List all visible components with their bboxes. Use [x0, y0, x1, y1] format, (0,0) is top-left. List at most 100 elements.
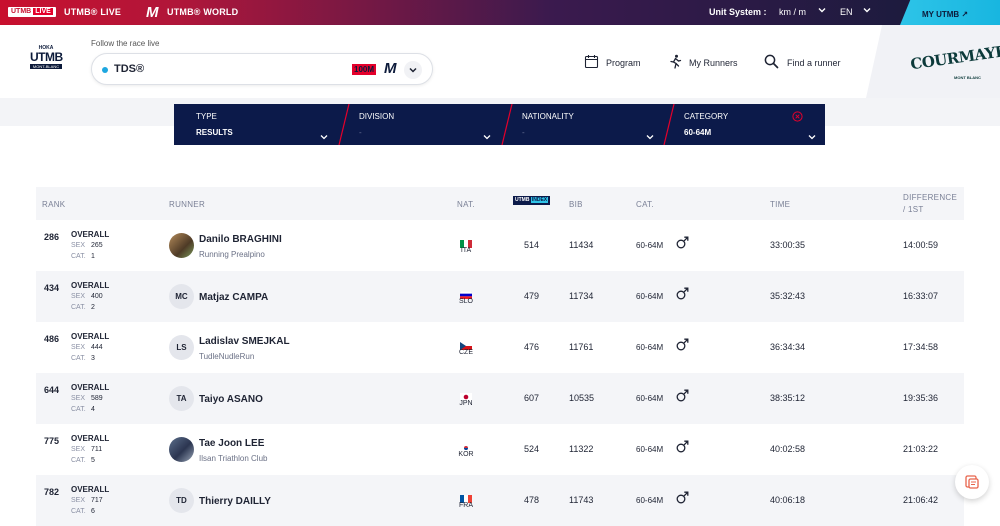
filter-division-chevron-down-icon	[482, 129, 492, 140]
filter-division[interactable]: DIVISION -	[337, 103, 500, 146]
filters-bar: TYPE RESULTS DIVISION - NATIONALITY - CA…	[174, 103, 825, 146]
time-difference: 14:00:59	[903, 240, 939, 250]
nationality: ITA	[460, 247, 472, 254]
nav-find-runner[interactable]: Find a runner	[764, 54, 854, 70]
nav-my-runners[interactable]: My Runners	[668, 54, 748, 70]
utmb-live-badge[interactable]: UTMB LIVE	[8, 7, 56, 17]
partner-name: COURMAYEUR	[909, 38, 1000, 74]
runner-name[interactable]: Danilo BRAGHINI	[199, 234, 282, 245]
rank-overall-label: OVERALL	[71, 434, 110, 443]
rank-category: CAT. 6	[71, 508, 95, 515]
filter-nationality-chevron-down-icon	[645, 129, 655, 140]
utmb-world-logo-icon[interactable]: M	[146, 4, 159, 21]
unit-system-chevron-down-icon[interactable]	[817, 5, 827, 15]
table-row[interactable]: 434 OVERALL SEX 400 CAT. 2 MC Matjaz CAMPA…	[36, 271, 964, 322]
rank-category: CAT. 1	[71, 253, 95, 260]
rank-sex: SEX 717	[71, 497, 103, 504]
language-chevron-down-icon[interactable]	[862, 5, 872, 15]
rank-overall: 644	[44, 385, 60, 395]
rank-sex: SEX 711	[71, 446, 103, 453]
runner-name[interactable]: Ladislav SMEJKAL	[199, 336, 290, 347]
rank-category: CAT. 2	[71, 304, 95, 311]
runner-avatar[interactable]	[169, 437, 194, 462]
clear-filter-close-icon[interactable]	[792, 109, 803, 122]
runner-name[interactable]: Matjaz CAMPA	[199, 292, 269, 303]
runner-avatar[interactable]: LS	[169, 335, 194, 360]
filter-separator	[337, 103, 351, 146]
logo-sub: MONT-BLANC	[30, 64, 62, 69]
runner-name[interactable]: Tae Joon LEE	[199, 438, 265, 449]
runner-avatar[interactable]	[169, 233, 194, 258]
bib-number: 11743	[569, 495, 594, 505]
filter-type[interactable]: TYPE RESULTS	[174, 104, 337, 145]
filter-category[interactable]: CATEGORY 60-64M	[662, 103, 825, 146]
country-flag-icon	[460, 337, 472, 350]
runner-avatar[interactable]: TD	[169, 488, 194, 513]
nationality: CZE	[459, 349, 473, 356]
bib-number: 11734	[569, 291, 594, 301]
utmb-mont-blanc-logo[interactable]: HOKA UTMB MONT-BLANC	[30, 45, 63, 77]
table-row[interactable]: 486 OVERALL SEX 444 CAT. 3 LS Ladislav SME…	[36, 322, 964, 373]
filter-type-chevron-down-icon	[319, 129, 329, 140]
nav-program[interactable]: Program	[584, 54, 654, 70]
utmb-index-value: 607	[524, 393, 540, 403]
finish-time: 36:34:34	[770, 342, 806, 352]
unit-system-value[interactable]: km / m	[779, 7, 806, 17]
time-difference: 16:33:07	[903, 291, 939, 301]
finish-time: 40:02:58	[770, 444, 806, 454]
time-difference: 21:06:42	[903, 495, 939, 505]
header-difference-first: / 1ST	[903, 205, 924, 214]
male-icon	[676, 491, 689, 504]
partner-sub: MONT BLANC	[954, 75, 981, 80]
race-selector-chevron-down-icon[interactable]	[404, 61, 422, 79]
follow-race-label: Follow the race live	[91, 39, 160, 48]
nav-program-label: Program	[606, 58, 641, 68]
rank-overall: 775	[44, 436, 60, 446]
rank-overall: 486	[44, 334, 60, 344]
header: HOKA UTMB MONT-BLANC Follow the race liv…	[0, 25, 1000, 98]
rank-overall: 286	[44, 232, 60, 242]
filter-separator	[662, 103, 676, 146]
country-flag-icon	[459, 286, 473, 300]
feedback-button[interactable]	[955, 465, 989, 499]
bib-number: 10535	[569, 393, 595, 403]
table-row[interactable]: 775 OVERALL SEX 711 CAT. 5 Tae Joon LEE Il…	[36, 424, 964, 475]
country-flag-icon	[460, 490, 472, 503]
race-selector[interactable]: TDS® 100M M	[91, 53, 433, 85]
table-row[interactable]: 782 OVERALL SEX 717 CAT. 6 TD Thierry DAIL…	[36, 475, 964, 526]
header-nat[interactable]: NAT.	[457, 200, 475, 209]
runner-avatar[interactable]: TA	[169, 386, 194, 411]
header-utmb-index-badge[interactable]: UTMB INDEX	[513, 196, 551, 205]
filter-nationality[interactable]: NATIONALITY -	[500, 103, 663, 146]
nationality: FRA	[459, 502, 473, 509]
results-table-header: RANK RUNNER NAT. UTMB INDEX BIB CAT. TIM…	[36, 187, 964, 220]
table-row[interactable]: 286 OVERALL SEX 265 CAT. 1 Danilo BRAGHINI…	[36, 220, 964, 271]
header-runner[interactable]: RUNNER	[169, 200, 206, 209]
header-bib[interactable]: BIB	[569, 200, 583, 209]
country-flag-icon	[460, 235, 472, 248]
nationality: KOR	[458, 451, 474, 458]
table-row[interactable]: 644 OVERALL SEX 589 CAT. 4 TA Taiyo ASANO …	[36, 373, 964, 424]
unit-system-label: Unit System :	[709, 7, 767, 17]
filter-category-value: 60-64M	[684, 128, 712, 137]
rank-category: CAT. 4	[71, 406, 95, 413]
runner-club: Ilsan Triathlon Club	[199, 454, 268, 463]
my-utmb-arrow-icon: ↗	[961, 10, 969, 19]
language-select[interactable]: EN	[840, 7, 853, 17]
rank-overall-label: OVERALL	[71, 383, 110, 392]
header-cat[interactable]: CAT.	[636, 200, 654, 209]
utmb-world-link[interactable]: UTMB® WORLD	[167, 7, 239, 17]
search-icon	[764, 54, 779, 69]
header-time[interactable]: TIME	[770, 200, 791, 209]
header-rank[interactable]: RANK	[42, 200, 66, 209]
runner-name[interactable]: Taiyo ASANO	[199, 394, 263, 405]
partner-courmayeur-logo[interactable]: COURMAYEUR MONT BLANC	[866, 25, 1000, 98]
rank-overall: 782	[44, 487, 60, 497]
runner-name[interactable]: Thierry DAILLY	[199, 496, 271, 507]
time-difference: 19:35:36	[903, 393, 939, 403]
live-dot-icon	[102, 67, 108, 73]
runner-avatar[interactable]: MC	[169, 284, 194, 309]
header-difference[interactable]: DIFFERENCE	[903, 193, 958, 202]
rank-category: CAT. 5	[71, 457, 95, 464]
utmb-live-link[interactable]: UTMB® LIVE	[64, 7, 122, 17]
